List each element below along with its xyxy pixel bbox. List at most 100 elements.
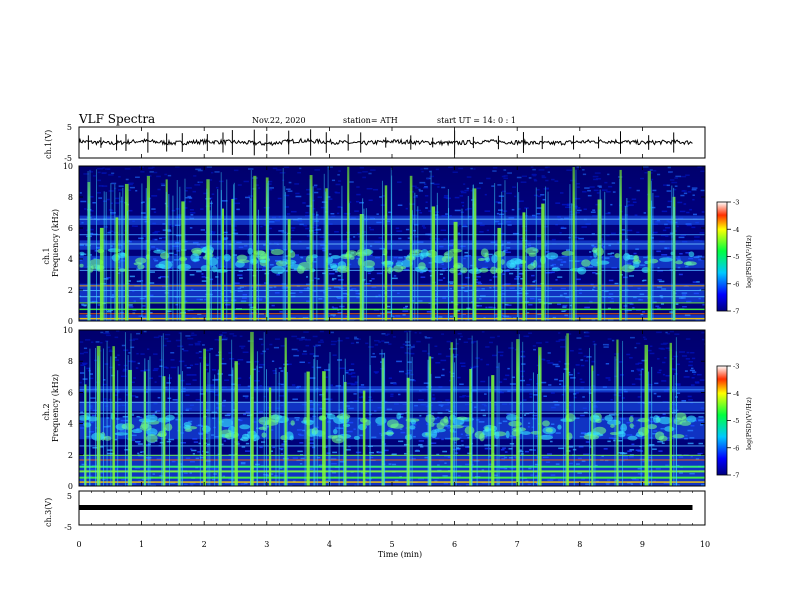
spectrogram-noise <box>560 227 567 229</box>
spectrogram-noise <box>236 208 240 211</box>
spectrogram-burst-thin <box>348 203 350 321</box>
spectrogram-noise <box>627 450 632 452</box>
spectrogram-noise <box>496 212 499 215</box>
spectrogram-emission <box>326 413 336 420</box>
spectrogram-noise <box>319 393 325 396</box>
spectrogram-burst-thin <box>455 338 457 486</box>
spectrogram-noise <box>652 231 658 234</box>
spectrogram-noise <box>103 400 107 403</box>
spectrogram-noise <box>185 383 192 385</box>
spectrogram-top-shade <box>79 166 705 205</box>
spectrogram-burst <box>284 337 287 486</box>
spectrogram-emission <box>595 418 602 424</box>
spectrogram-noise <box>464 208 468 211</box>
spectrogram-noise <box>514 278 519 280</box>
spectrogram-emission <box>331 434 345 444</box>
spectrogram-noise <box>193 441 199 443</box>
spectrogram-noise <box>429 237 432 240</box>
spectrogram-noise <box>692 281 697 283</box>
spectrogram-noise <box>442 368 445 371</box>
spectrogram-burst-thin <box>381 180 383 321</box>
spectrogram-noise <box>211 369 217 371</box>
spectrogram-emission <box>400 266 407 270</box>
spectrogram-noise <box>226 413 232 416</box>
spectrogram-noise <box>376 213 379 215</box>
spectrogram-noise <box>129 381 135 384</box>
spectrogram-noise <box>176 400 179 403</box>
spectrogram-noise <box>280 383 284 386</box>
spectrogram-noise <box>499 232 506 235</box>
spectrogram-burst <box>541 203 545 321</box>
spectrogram-noise <box>186 374 192 376</box>
spectrogram-noise <box>643 212 647 214</box>
spectrogram-noise <box>617 392 623 394</box>
spectrogram-noise <box>657 395 661 398</box>
spectrogram-burst-thin <box>498 362 500 486</box>
spectrogram-stripe <box>79 470 705 473</box>
spectrogram-stripe <box>79 454 705 456</box>
spectrogram-burst-thin <box>144 358 146 486</box>
spectrogram-burst <box>181 201 185 321</box>
spectrogram-burst-thin <box>614 356 616 486</box>
spectrogram-noise <box>314 277 317 279</box>
spectrogram-noise <box>367 272 371 275</box>
spectrogram-noise <box>149 282 155 284</box>
ch2-spec-ylabel-channel: ch.2 <box>42 403 51 420</box>
spectrogram-noise <box>499 381 503 383</box>
spectrogram-noise <box>208 278 214 281</box>
y-tick-label: 10 <box>63 162 73 171</box>
spectrogram-noise <box>627 204 634 206</box>
spectrogram-emission <box>258 426 266 430</box>
spectrogram-noise <box>157 396 161 399</box>
spectrogram-burst-thin <box>263 332 265 486</box>
spectrogram-noise <box>575 392 579 394</box>
spectrogram-burst-thin <box>626 198 628 321</box>
x-tick-label: 8 <box>577 540 582 549</box>
ch3-wave-tick-bottom: -5 <box>64 523 72 532</box>
spectrogram-burst <box>306 371 310 486</box>
spectrogram-noise <box>661 254 668 256</box>
spectrogram-noise <box>201 280 207 282</box>
spectrogram-noise <box>568 373 573 376</box>
spectrogram-noise <box>353 400 359 402</box>
spectrogram-noise <box>191 449 197 452</box>
spectrogram-noise <box>195 399 201 401</box>
spectrogram-burst-thin <box>617 353 619 486</box>
spectrogram-burst-thin <box>453 362 455 486</box>
spectrogram-noise <box>185 394 190 396</box>
spectrogram-noise <box>540 381 547 384</box>
spectrogram-emission <box>675 260 684 265</box>
spectrogram-noise <box>636 231 640 234</box>
spectrogram-noise <box>399 416 404 418</box>
spectrogram-noise <box>360 391 366 394</box>
spectrogram-burst-thin <box>588 347 590 486</box>
spectrogram-noise <box>439 273 444 275</box>
spectrogram-noise <box>608 379 611 381</box>
spectrogram-burst-thin <box>121 196 123 321</box>
spectrogram-stripe <box>79 465 705 468</box>
spectrogram-burst <box>591 365 594 486</box>
spectrogram-noise <box>386 305 391 308</box>
spectrogram-burst <box>84 384 87 486</box>
ch3-wave-tick-top: 5 <box>67 492 72 501</box>
spectrogram-noise <box>529 449 533 451</box>
spectrogram-noise <box>575 207 581 209</box>
spectrogram-noise <box>108 398 112 401</box>
spectrogram-noise <box>272 446 276 449</box>
spectrogram-noise <box>132 309 137 311</box>
spectrogram-noise <box>359 396 365 399</box>
spectrogram-noise <box>273 372 278 374</box>
colorbar-tick-label: -5 <box>733 417 739 425</box>
spectrogram-noise <box>246 414 253 417</box>
spectrogram-noise <box>141 310 144 313</box>
spectrogram-emission <box>681 416 688 422</box>
spectrogram-noise <box>686 224 692 227</box>
spectrogram-noise <box>621 232 627 235</box>
spectrogram-noise <box>154 238 158 241</box>
x-axis-ticks: 0 1 2 3 4 5 6 7 8 9 10 <box>76 127 710 549</box>
spectrogram-noise <box>533 394 538 396</box>
spectrogram-burst <box>287 219 291 321</box>
spectrogram-noise <box>235 384 242 386</box>
spectrogram-noise <box>393 275 397 277</box>
ch1-spec-ylabel-channel: ch.1 <box>42 247 51 264</box>
